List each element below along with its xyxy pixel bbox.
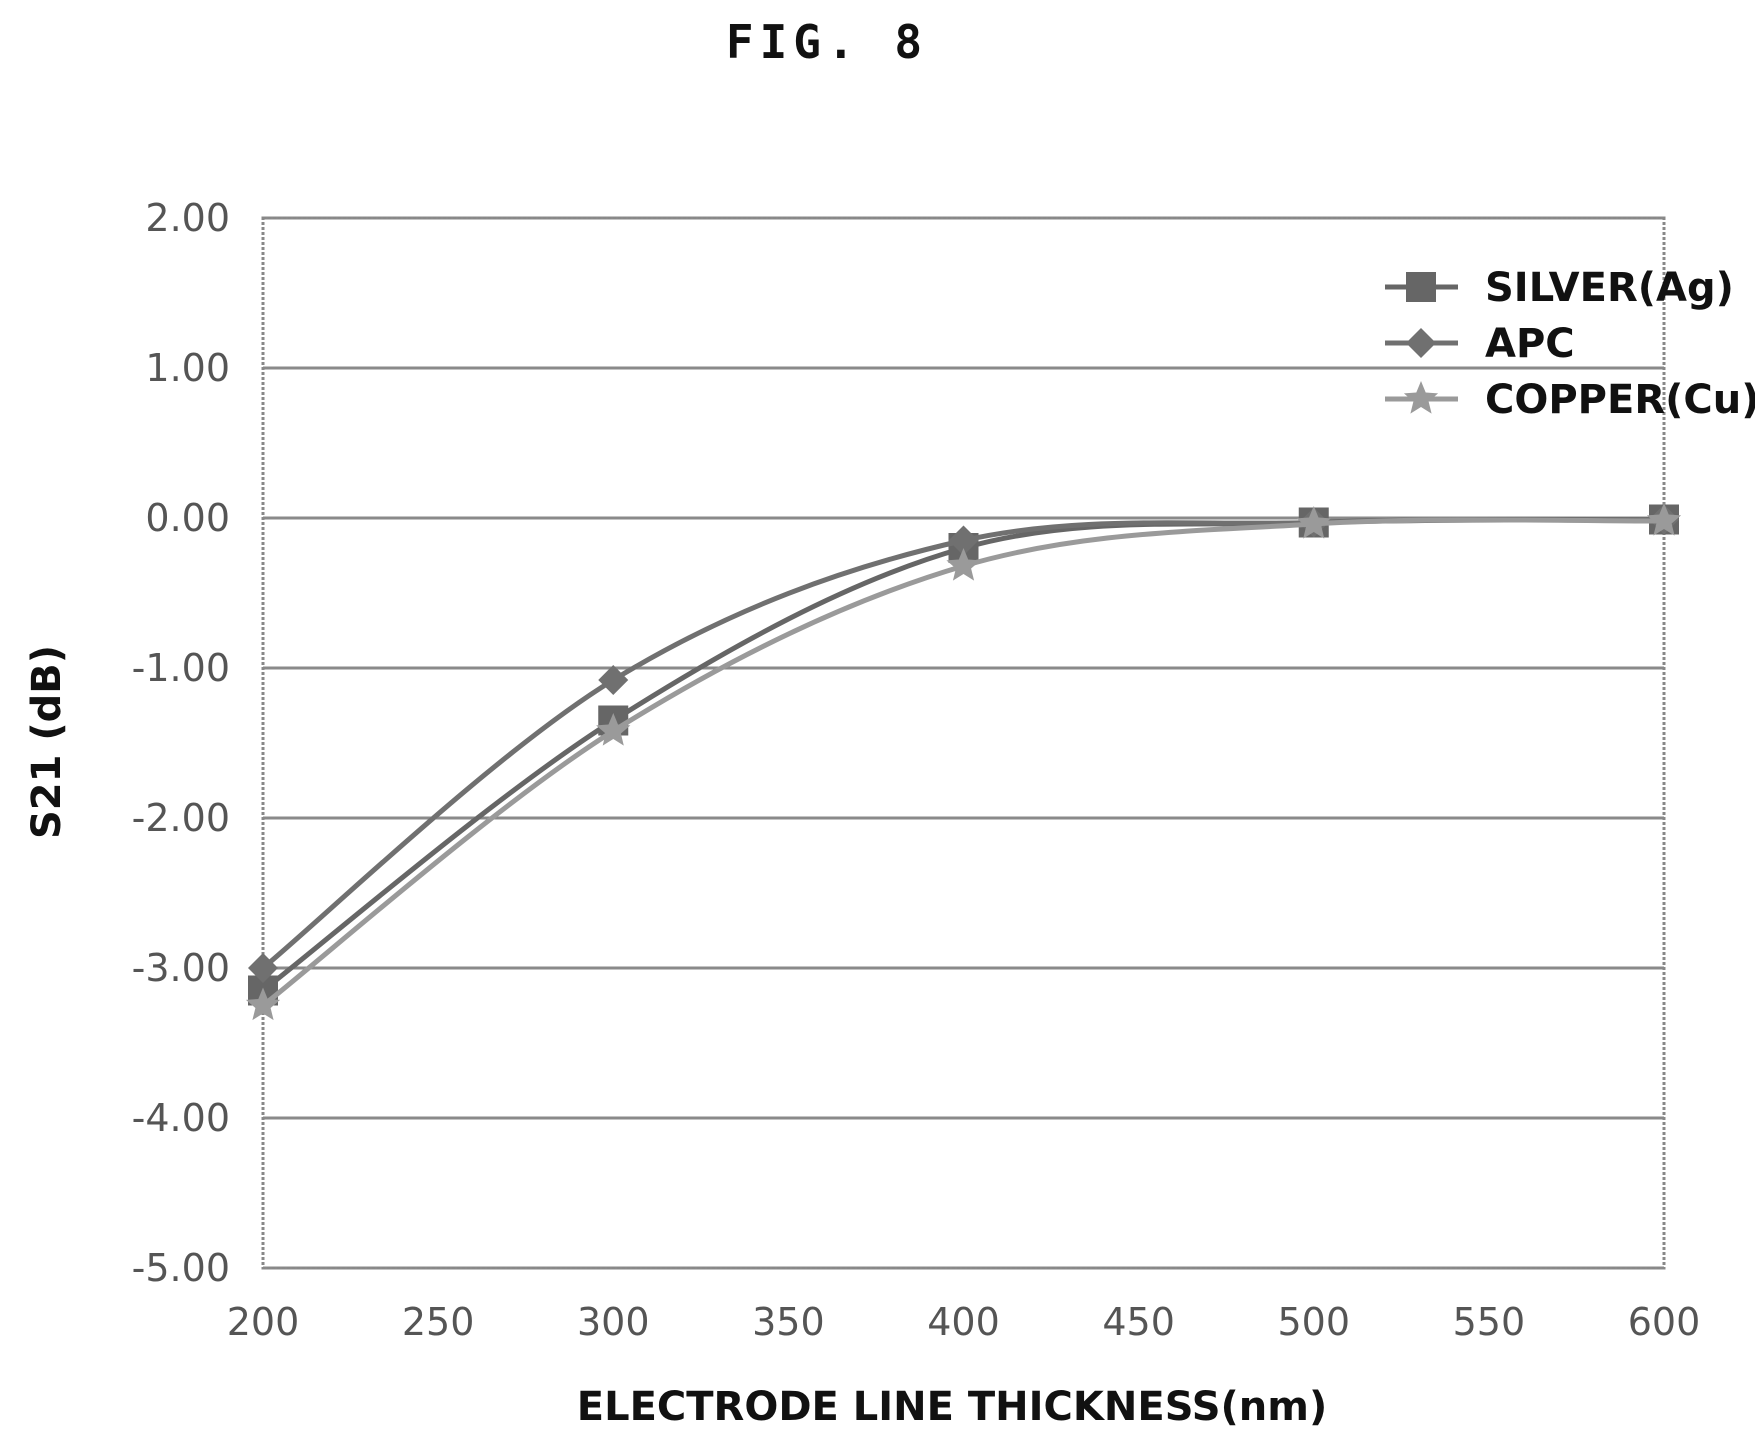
x-axis-ticks: 200 250 300 350 400 450 500 550 600 bbox=[227, 1300, 1701, 1344]
x-tick-label: 300 bbox=[577, 1300, 650, 1344]
data-point bbox=[245, 987, 281, 1021]
y-tick-label: 2.00 bbox=[145, 196, 230, 240]
series-layer bbox=[245, 503, 1682, 1021]
y-tick-label: -1.00 bbox=[132, 646, 230, 690]
data-point bbox=[596, 713, 631, 746]
legend-item: SILVER(Ag) bbox=[1385, 265, 1734, 311]
series-square bbox=[248, 504, 1679, 1006]
series-line bbox=[261, 517, 1665, 1008]
plot-area-border bbox=[261, 216, 1666, 1270]
y-tick-label: -5.00 bbox=[132, 1246, 230, 1290]
y-tick-label: -4.00 bbox=[132, 1096, 230, 1140]
series-diamond bbox=[248, 504, 1679, 983]
x-tick-label: 500 bbox=[1277, 1300, 1350, 1344]
y-axis-title: S21 (dB) bbox=[24, 645, 70, 839]
data-point bbox=[1646, 503, 1682, 536]
y-axis-ticks: 2.00 1.00 0.00 -1.00 -2.00 -3.00 -4.00 -5.00 bbox=[132, 196, 230, 1290]
grid-lines bbox=[263, 216, 1664, 1270]
x-tick-label: 550 bbox=[1453, 1300, 1526, 1344]
series-line bbox=[261, 516, 1665, 993]
x-axis-title: ELECTRODE LINE THICKNESS(nm) bbox=[577, 1384, 1327, 1430]
y-tick-label: -3.00 bbox=[132, 946, 230, 990]
legend-marker bbox=[1406, 328, 1436, 358]
series-star bbox=[245, 503, 1682, 1021]
legend-item: COPPER(Cu) bbox=[1385, 377, 1755, 423]
x-tick-label: 350 bbox=[752, 1300, 825, 1344]
data-point bbox=[948, 525, 979, 556]
legend-marker bbox=[1406, 272, 1436, 302]
legend: SILVER(Ag) APC COPPER(Cu) bbox=[1385, 265, 1755, 423]
x-tick-label: 450 bbox=[1102, 1300, 1175, 1344]
x-tick-label: 600 bbox=[1628, 1300, 1701, 1344]
data-point bbox=[248, 953, 278, 983]
y-tick-label: 0.00 bbox=[145, 496, 230, 540]
data-point bbox=[1296, 506, 1331, 539]
legend-label: SILVER(Ag) bbox=[1485, 265, 1734, 311]
y-tick-label: -2.00 bbox=[132, 796, 230, 840]
x-tick-label: 250 bbox=[402, 1300, 475, 1344]
data-point bbox=[598, 665, 629, 695]
legend-label: APC bbox=[1485, 321, 1575, 367]
legend-marker bbox=[1403, 381, 1439, 414]
figure-label: FIG. 8 bbox=[726, 15, 928, 69]
x-tick-label: 200 bbox=[227, 1300, 300, 1344]
x-tick-label: 400 bbox=[927, 1300, 1000, 1344]
y-tick-label: 1.00 bbox=[145, 346, 230, 390]
legend-label: COPPER(Cu) bbox=[1485, 377, 1755, 423]
legend-item: APC bbox=[1385, 321, 1575, 367]
data-point bbox=[946, 548, 981, 581]
series-line bbox=[261, 517, 1665, 970]
